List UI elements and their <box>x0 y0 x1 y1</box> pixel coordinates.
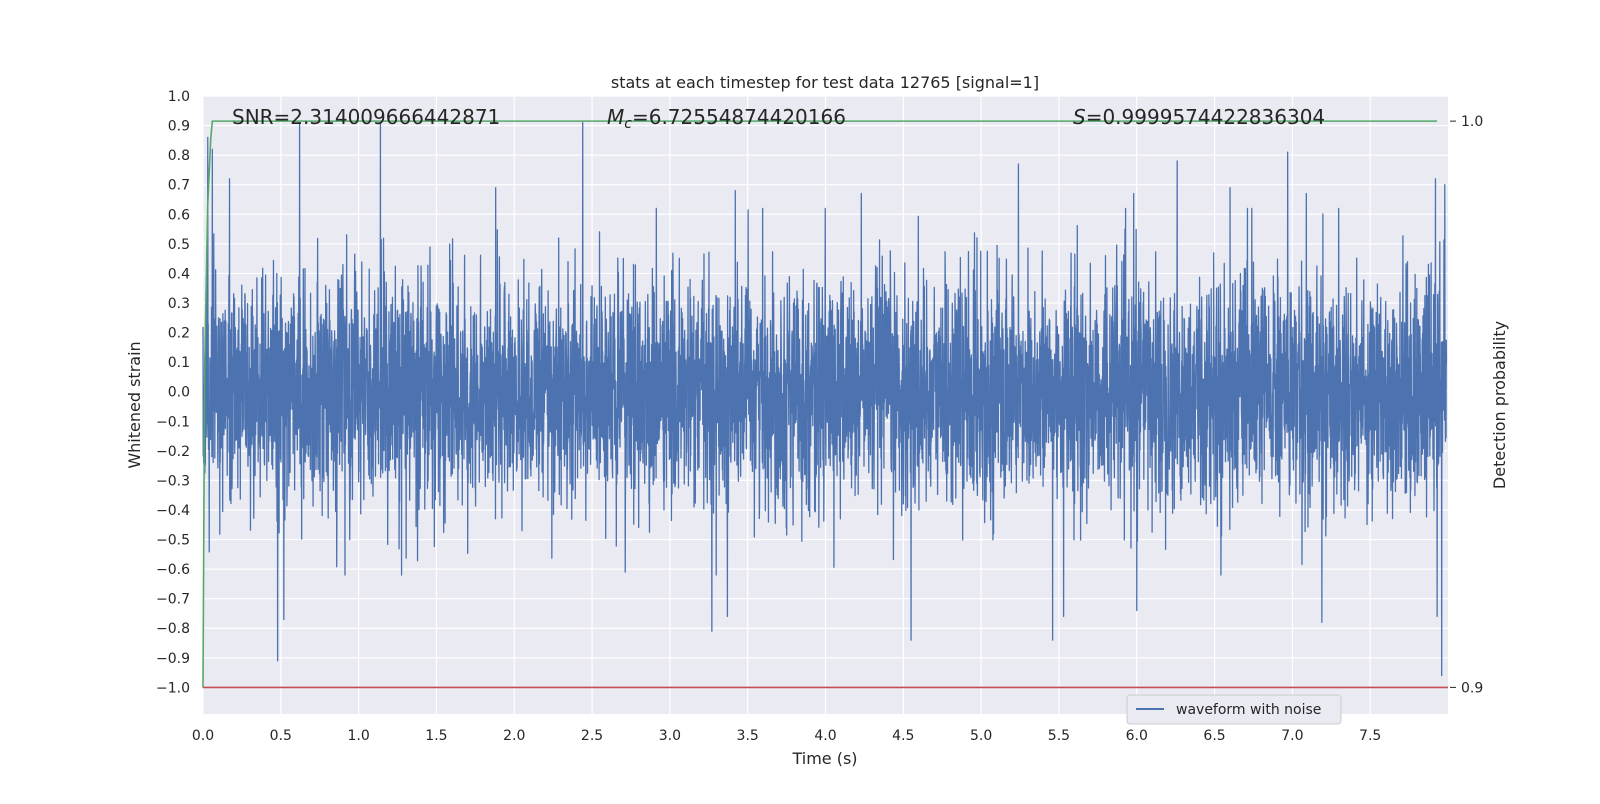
x-tick-label: 4.5 <box>892 728 914 744</box>
legend-box <box>1126 694 1342 725</box>
chart-title: stats at each timestep for test data 127… <box>611 73 1039 92</box>
y-tick-label: 0.3 <box>168 296 190 312</box>
chirp-mass-value: =6.72554874420166 <box>632 105 846 129</box>
x-tick-label: 5.5 <box>1048 728 1070 744</box>
y-tick-label: −0.1 <box>156 414 190 430</box>
chirp-mass-symbol: M <box>607 105 624 129</box>
x-tick-label: 7.0 <box>1281 728 1303 744</box>
chirp-mass-annotation: Mc=6.72554874420166 <box>607 105 846 132</box>
detection-probability-line <box>202 120 1438 688</box>
s-annotation: S=0.9999574422836304 <box>1073 105 1325 129</box>
legend-label-waveform: waveform with noise <box>1176 702 1321 718</box>
chirp-mass-subscript: c <box>624 116 632 132</box>
y-tick-label: 0.0 <box>168 385 190 401</box>
snr-annotation: SNR=2.314009666442871 <box>232 105 500 129</box>
x-tick-label: 5.0 <box>970 728 992 744</box>
y-tick-label: 0.9 <box>168 119 190 135</box>
y-tick-label: −1.0 <box>156 680 190 696</box>
axes: 0.0 0.5 1.0 1.5 2.0 2.5 3.0 3.5 4.0 4.5 5.0 5.5 6.0 6… <box>156 89 1483 744</box>
y-tick-label: −0.5 <box>156 533 190 549</box>
x-tick-label: 3.5 <box>737 728 759 744</box>
x-tick-label: 6.0 <box>1126 728 1148 744</box>
y-tick-label: −0.9 <box>156 651 190 667</box>
x-tick-label: 3.0 <box>659 728 681 744</box>
x-tick-label: 0.0 <box>192 728 214 744</box>
legend: waveform with noise <box>1126 694 1342 725</box>
x-tick-label: 2.0 <box>503 728 525 744</box>
y-tick-label: 0.7 <box>168 178 190 194</box>
y-tick-label: −0.6 <box>156 562 190 578</box>
x-tick-label: 1.0 <box>347 728 369 744</box>
y-axis-right-label: Detection probability <box>1490 321 1509 489</box>
x-tick-label: 6.5 <box>1203 728 1225 744</box>
series-layer <box>202 120 1448 689</box>
y-axis-label: Whitened strain <box>125 341 144 468</box>
y-tick-label: 0.6 <box>168 207 190 223</box>
y-tick-label: 0.2 <box>168 326 190 342</box>
x-tick-label: 4.0 <box>814 728 836 744</box>
y-tick-label: 0.5 <box>168 237 190 253</box>
y-tick-label: −0.7 <box>156 592 190 608</box>
y-tick-label: −0.8 <box>156 621 190 637</box>
y-tick-label: 0.8 <box>168 148 190 164</box>
y-right-tick-label: 1.0 <box>1461 114 1483 130</box>
s-value: =0.9999574422836304 <box>1086 105 1325 129</box>
y-tick-label: 0.4 <box>168 266 190 282</box>
y-tick-label: −0.4 <box>156 503 190 519</box>
x-tick-label: 0.5 <box>270 728 292 744</box>
waveform-with-noise-line <box>202 121 1448 677</box>
x-tick-label: 1.5 <box>425 728 447 744</box>
y-tick-label: 1.0 <box>168 89 190 105</box>
y-tick-label: −0.3 <box>156 473 190 489</box>
y-right-tick-label: 0.9 <box>1461 680 1483 696</box>
s-symbol: S <box>1073 105 1086 129</box>
y-tick-label: 0.1 <box>168 355 190 371</box>
y-tick-label: −0.2 <box>156 444 190 460</box>
x-tick-label: 7.5 <box>1359 728 1381 744</box>
x-axis-label: Time (s) <box>791 749 857 768</box>
x-tick-label: 2.5 <box>581 728 603 744</box>
